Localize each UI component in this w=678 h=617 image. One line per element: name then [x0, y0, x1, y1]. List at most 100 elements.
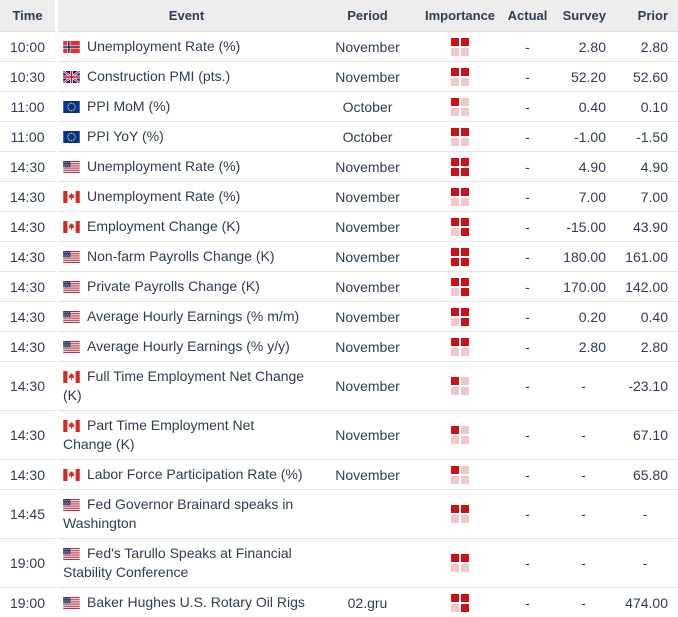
- period-cell: [315, 539, 420, 587]
- flag-eu-icon: [63, 101, 80, 113]
- period-cell: November: [335, 308, 400, 325]
- time-cell: 14:30: [0, 410, 55, 459]
- table-row: 14:30 Unemployment Rate (%) November - 7.00 7…: [0, 181, 678, 211]
- prior-cell: 2.80: [640, 38, 668, 55]
- survey-cell: 52.20: [570, 68, 606, 85]
- event-cell: Fed's Tarullo Speaks at Financial Stabil…: [58, 539, 315, 587]
- event-cell: Non-farm Payrolls Change (K): [58, 242, 315, 271]
- column-divider: [55, 121, 58, 151]
- event-cell: Full Time Employment Net Change (K): [58, 362, 315, 410]
- prior-cell: 142.00: [625, 278, 668, 295]
- period-cell: November: [335, 427, 400, 443]
- flag-uk-icon: [62, 70, 81, 84]
- column-divider: [55, 91, 58, 121]
- survey-cell: 0.40: [578, 98, 606, 115]
- column-divider: [55, 538, 58, 587]
- event-label: PPI MoM (%): [87, 98, 171, 114]
- event-cell: Unemployment Rate (%): [58, 182, 315, 211]
- survey-cell: 170.00: [563, 278, 606, 295]
- survey-cell: -: [581, 378, 586, 394]
- flag-us-icon: [63, 281, 80, 293]
- column-divider: [55, 151, 58, 181]
- period-cell: November: [335, 38, 400, 55]
- importance-indicator: [451, 127, 469, 146]
- importance-cell: [420, 32, 500, 61]
- event-label: Full Time Employment Net Change (K): [63, 368, 305, 403]
- importance-cell: [420, 588, 500, 617]
- event-cell: PPI YoY (%): [58, 122, 315, 151]
- table-row: 14:30 Average Hourly Earnings (% y/y) Nove…: [0, 331, 678, 361]
- prior-cell: 52.60: [632, 68, 668, 85]
- prior-cell: -23.10: [628, 378, 668, 394]
- importance-cell: [420, 182, 500, 211]
- event-label: Employment Change (K): [87, 218, 241, 234]
- importance-cell: [420, 302, 500, 331]
- table-row: 14:30 Non-farm Payrolls Change (K) Novembe…: [0, 241, 678, 271]
- time-cell: 14:45: [0, 489, 55, 538]
- period-cell: November: [335, 218, 400, 235]
- event-cell: Unemployment Rate (%): [58, 32, 315, 61]
- table-row: 14:30 Labor Force Participation Rate (%) N…: [0, 459, 678, 489]
- column-header-event: Event: [58, 0, 315, 32]
- importance-cell: [420, 212, 500, 241]
- importance-cell: [420, 152, 500, 181]
- importance-indicator: [451, 247, 469, 266]
- actual-cell: -: [525, 594, 530, 611]
- prior-cell: 7.00: [640, 188, 668, 205]
- column-header-time: Time: [0, 0, 55, 32]
- actual-cell: -: [525, 248, 530, 265]
- actual-cell: -: [525, 466, 530, 483]
- column-header-survey: Survey: [555, 0, 612, 32]
- flag-canada-icon: [63, 420, 80, 432]
- importance-cell: [420, 332, 500, 361]
- time-cell: 14:30: [0, 211, 55, 241]
- event-label: Unemployment Rate (%): [87, 38, 241, 54]
- survey-cell: 2.80: [578, 338, 606, 355]
- importance-indicator: [451, 426, 469, 444]
- event-cell: Average Hourly Earnings (% m/m): [58, 302, 315, 331]
- survey-cell: 180.00: [563, 248, 606, 265]
- actual-cell: -: [525, 188, 530, 205]
- flag-us-icon: [63, 341, 80, 353]
- column-header-prior: Prior: [612, 0, 678, 32]
- importance-indicator: [451, 337, 469, 356]
- survey-cell: -: [581, 506, 586, 522]
- time-cell: 10:30: [0, 61, 55, 91]
- event-cell: Average Hourly Earnings (% y/y): [58, 332, 315, 361]
- time-cell: 14:30: [0, 241, 55, 271]
- event-cell: Private Payrolls Change (K): [58, 272, 315, 301]
- actual-cell: -: [525, 158, 530, 175]
- table-row: 14:30 Part Time Employment Net Change (K)…: [0, 410, 678, 459]
- importance-indicator: [451, 307, 469, 326]
- column-divider: [55, 0, 58, 32]
- table-row: 14:30 Average Hourly Earnings (% m/m) Nove…: [0, 301, 678, 331]
- column-divider: [55, 271, 58, 301]
- column-divider: [55, 459, 58, 489]
- column-header-period: Period: [315, 0, 420, 32]
- importance-cell: [420, 272, 500, 301]
- survey-cell: -: [581, 466, 586, 483]
- event-label: Fed Governor Brainard speaks in Washingt…: [63, 496, 294, 531]
- prior-cell: -: [642, 506, 648, 522]
- importance-indicator: [451, 377, 469, 395]
- importance-cell: [420, 122, 500, 151]
- column-divider: [55, 181, 58, 211]
- flag-us-icon: [63, 597, 80, 609]
- flag-us-icon: [63, 548, 80, 560]
- period-cell: November: [335, 248, 400, 265]
- prior-cell: -: [642, 555, 648, 571]
- survey-cell: 7.00: [578, 188, 606, 205]
- event-label: Average Hourly Earnings (% y/y): [87, 338, 290, 354]
- time-cell: 14:30: [0, 361, 55, 410]
- event-cell: Baker Hughes U.S. Rotary Oil Rigs: [58, 588, 315, 617]
- prior-cell: -1.50: [636, 128, 668, 145]
- importance-cell: [420, 62, 500, 91]
- column-header-actual: Actual: [500, 0, 555, 32]
- column-divider: [55, 331, 58, 361]
- flag-canada-icon: [63, 371, 80, 383]
- flag-us-icon: [63, 161, 80, 173]
- importance-indicator: [451, 157, 469, 176]
- table-row: 19:00 Fed's Tarullo Speaks at Financial S…: [0, 538, 678, 587]
- flag-canada-icon: [63, 221, 80, 233]
